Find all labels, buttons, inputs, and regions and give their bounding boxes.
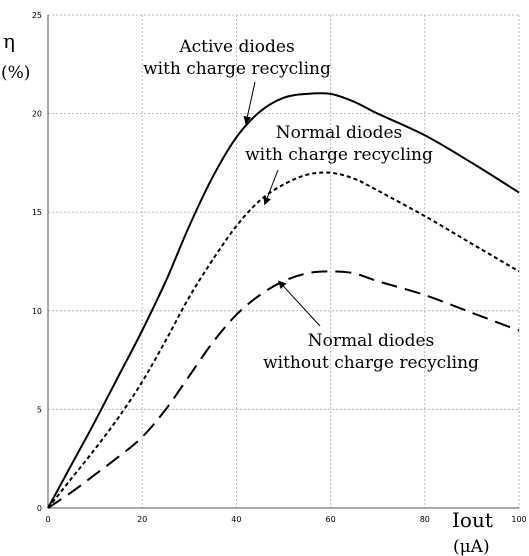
y-tick-label: 25: [32, 11, 42, 20]
tick-labels: 0 20 40 60 80 100 0 5 10 15 20 25: [32, 11, 527, 524]
y-tick-label: 5: [37, 405, 42, 414]
grid: [48, 14, 520, 508]
annotation-active-with-recycling-line: Active diodes: [178, 37, 294, 57]
x-tick-label: 20: [137, 515, 147, 524]
x-tick-label: 80: [420, 515, 430, 524]
x-tick-label: 0: [45, 515, 50, 524]
annotation-normal-with-recycling-line: with charge recycling: [245, 145, 433, 165]
annotation-active-with-recycling-line: with charge recycling: [143, 59, 331, 79]
x-tick-label: 100: [511, 515, 526, 524]
series-line-normal-without-recycling: [47, 270, 520, 509]
y-tick-label: 20: [32, 110, 42, 119]
annotation-normal-without-recycling-line: without charge recycling: [263, 353, 479, 373]
x-tick-label: 40: [231, 515, 241, 524]
annotation-normal-without-recycling-line: Normal diodes: [308, 331, 435, 351]
x-tick-label: 60: [326, 515, 336, 524]
annotation-normal-without-recycling-arrow: [278, 280, 321, 327]
x-axis-label: Iout: [452, 508, 493, 532]
series-line-normal-with-recycling: [47, 171, 520, 509]
y-tick-label: 15: [32, 208, 42, 217]
annotation-normal-with-recycling-arrow: [263, 169, 279, 206]
annotation-active-with-recycling-arrow: [243, 81, 256, 125]
x-axis-unit: (μA): [453, 537, 490, 556]
y-tick-label: 10: [32, 307, 42, 316]
y-axis-unit: (%): [1, 63, 30, 83]
axes: [47, 15, 519, 509]
y-axis-symbol: η: [3, 29, 15, 53]
annotation-normal-with-recycling-line: Normal diodes: [276, 123, 403, 143]
y-tick-label: 0: [37, 504, 42, 513]
